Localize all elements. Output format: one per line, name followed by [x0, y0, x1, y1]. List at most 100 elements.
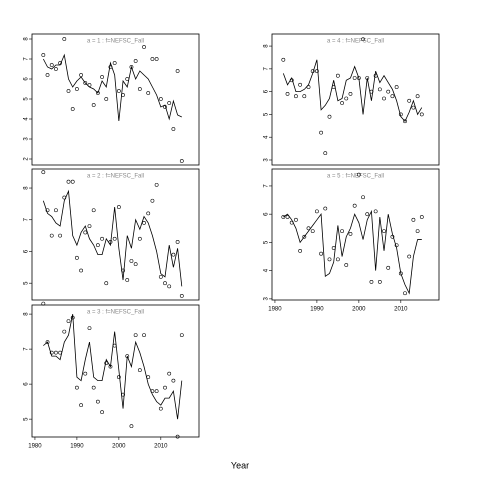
- data-point: [361, 195, 365, 200]
- data-point: [62, 195, 67, 200]
- data-point: [158, 406, 163, 411]
- data-point: [142, 333, 146, 338]
- data-point: [171, 252, 176, 257]
- data-point: [348, 232, 353, 236]
- data-point: [41, 53, 46, 57]
- data-point: [125, 77, 130, 81]
- data-point: [112, 61, 117, 65]
- data-point: [302, 94, 307, 99]
- y-tick-label: 4: [264, 268, 270, 272]
- data-point: [310, 229, 315, 234]
- x-tick-label: 1980: [28, 444, 42, 450]
- data-point: [100, 75, 104, 79]
- x-tick-label: 2000: [352, 307, 366, 313]
- data-point: [95, 91, 100, 95]
- y-tick-label: 3: [264, 158, 270, 162]
- data-point: [104, 97, 109, 101]
- data-point: [323, 206, 328, 211]
- series-line: [42, 189, 183, 287]
- data-point: [45, 208, 50, 213]
- data-point: [74, 385, 79, 390]
- data-point: [281, 57, 286, 62]
- data-point: [281, 215, 286, 219]
- panel-title: a = 3 : f=NEFSC_Fall: [87, 310, 144, 316]
- data-point: [314, 69, 319, 74]
- y-tick-label: 8: [24, 186, 30, 190]
- data-point: [70, 107, 75, 111]
- y-tick-label: 8: [24, 37, 30, 41]
- data-point: [108, 65, 113, 69]
- data-point: [95, 243, 100, 248]
- data-point: [163, 281, 167, 286]
- data-point: [91, 103, 96, 107]
- data-point: [158, 97, 163, 101]
- data-point: [289, 220, 294, 225]
- data-point: [66, 319, 71, 324]
- data-point: [49, 63, 54, 67]
- data-point: [146, 375, 151, 380]
- y-tick-label: 5: [24, 281, 30, 285]
- plot-frame: [31, 168, 200, 301]
- data-point: [74, 255, 79, 260]
- x-tick-label: 1980: [268, 307, 282, 313]
- data-point: [58, 61, 63, 65]
- data-point: [150, 389, 155, 394]
- plot-frame: [31, 33, 200, 166]
- data-point: [79, 73, 83, 77]
- data-point: [49, 233, 54, 238]
- data-point: [116, 375, 121, 380]
- data-point: [419, 215, 424, 219]
- x-tick-label: 2010: [394, 307, 408, 313]
- data-point: [294, 217, 298, 222]
- data-point: [121, 392, 125, 397]
- data-point: [95, 399, 100, 404]
- data-point: [142, 45, 146, 49]
- data-point: [49, 350, 54, 355]
- y-tick-label: 7: [24, 217, 30, 221]
- data-point: [150, 198, 155, 203]
- data-point: [356, 172, 361, 177]
- x-tick-label: 1990: [310, 307, 324, 313]
- data-point: [100, 410, 104, 415]
- data-point: [407, 254, 412, 259]
- data-point: [352, 203, 357, 208]
- data-point: [150, 57, 155, 61]
- data-point: [335, 257, 340, 262]
- y-tick-label: 6: [264, 212, 270, 216]
- series-line: [42, 53, 182, 122]
- data-point: [179, 333, 184, 338]
- data-point: [314, 209, 319, 214]
- y-tick-label: 5: [264, 112, 270, 116]
- data-point: [175, 69, 180, 73]
- data-point: [171, 378, 176, 383]
- x-tick-label: 1990: [70, 444, 84, 450]
- data-point: [171, 127, 176, 131]
- data-point: [129, 424, 134, 429]
- data-point: [146, 211, 151, 216]
- panel-title: a = 2 : f=NEFSC_Fall: [87, 174, 144, 180]
- data-point: [344, 96, 349, 101]
- data-point: [41, 301, 46, 306]
- data-point: [129, 65, 134, 69]
- data-point: [137, 87, 142, 91]
- data-point: [323, 151, 328, 156]
- data-point: [167, 371, 172, 376]
- data-point: [70, 179, 75, 184]
- series-line: [283, 209, 422, 295]
- data-point: [58, 350, 63, 355]
- panel: a = 5 : f=NEFSC_Fall 3 4 5 6 7 1980 1990 2000 201…: [264, 168, 440, 313]
- data-point: [121, 268, 125, 273]
- panel-title: a = 5 : f=NEFSC_Fall: [327, 174, 384, 180]
- data-point: [403, 119, 407, 124]
- data-point: [158, 274, 163, 279]
- data-point: [137, 236, 142, 241]
- data-point: [394, 243, 399, 248]
- data-point: [382, 96, 386, 101]
- data-point: [146, 91, 151, 95]
- data-point: [415, 229, 420, 234]
- data-point: [108, 240, 113, 244]
- data-point: [298, 82, 303, 87]
- data-point: [319, 251, 323, 256]
- data-point: [70, 315, 75, 320]
